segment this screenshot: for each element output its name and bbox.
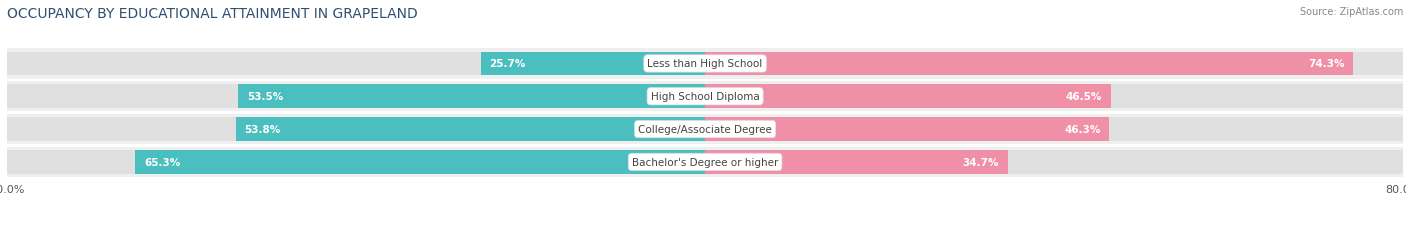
Bar (238, 85, 706, 109)
Bar (706, 85, 1403, 109)
Text: 46.5%: 46.5% (1066, 92, 1102, 102)
Bar (7, 115, 1403, 145)
Bar (7, 147, 1403, 177)
Text: 74.3%: 74.3% (1308, 59, 1344, 69)
Bar (7, 52, 706, 76)
Bar (7, 118, 706, 141)
Bar (706, 118, 1403, 141)
Bar (706, 150, 1008, 174)
Text: 53.8%: 53.8% (245, 125, 281, 134)
Text: 25.7%: 25.7% (489, 59, 526, 69)
Text: Less than High School: Less than High School (648, 59, 762, 69)
Text: 46.3%: 46.3% (1064, 125, 1101, 134)
Bar (706, 52, 1403, 76)
Bar (7, 82, 1403, 112)
Text: Source: ZipAtlas.com: Source: ZipAtlas.com (1299, 7, 1403, 17)
Text: 65.3%: 65.3% (143, 157, 180, 167)
Bar (706, 85, 1111, 109)
Text: College/Associate Degree: College/Associate Degree (638, 125, 772, 134)
Bar (236, 118, 706, 141)
Bar (706, 118, 1109, 141)
Bar (481, 52, 706, 76)
Text: Bachelor's Degree or higher: Bachelor's Degree or higher (631, 157, 779, 167)
Text: OCCUPANCY BY EDUCATIONAL ATTAINMENT IN GRAPELAND: OCCUPANCY BY EDUCATIONAL ATTAINMENT IN G… (7, 7, 418, 21)
Text: 34.7%: 34.7% (963, 157, 1000, 167)
Bar (706, 150, 1403, 174)
Bar (7, 150, 706, 174)
Bar (7, 85, 706, 109)
Text: High School Diploma: High School Diploma (651, 92, 759, 102)
Text: 53.5%: 53.5% (247, 92, 283, 102)
Bar (135, 150, 706, 174)
Bar (7, 49, 1403, 79)
Bar (706, 52, 1354, 76)
